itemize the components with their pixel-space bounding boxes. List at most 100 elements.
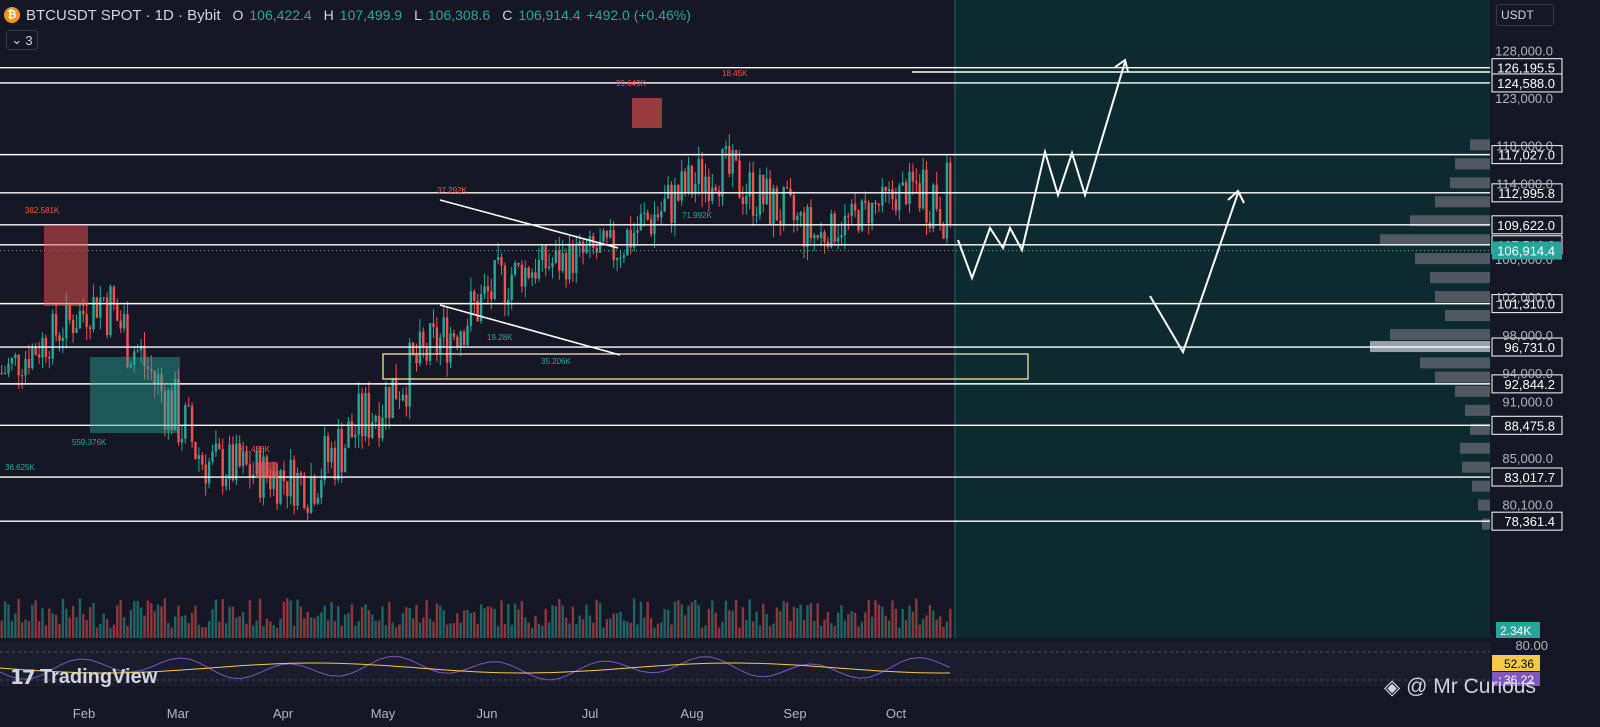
- candle-body: [442, 317, 445, 338]
- candle-body: [394, 377, 398, 400]
- time-axis-label: May: [371, 706, 396, 721]
- volume-bar: [915, 598, 918, 638]
- candle-body: [792, 195, 796, 221]
- candle-body: [561, 253, 564, 271]
- level-price-label: 124,588.0: [1497, 76, 1555, 91]
- candle-body: [571, 243, 575, 273]
- candle-body: [10, 358, 14, 364]
- volume-bar: [65, 608, 68, 638]
- volume-bar: [184, 615, 187, 638]
- volume-bar: [371, 614, 374, 638]
- time-axis-label: Feb: [73, 706, 95, 721]
- volume-bar: [904, 619, 908, 638]
- volume-bar: [870, 616, 874, 638]
- volume-bar: [357, 621, 360, 638]
- level-price-label: 78,361.4: [1504, 514, 1555, 529]
- volume-bar: [201, 627, 204, 638]
- candle-body: [690, 165, 694, 195]
- candle-body: [252, 474, 255, 478]
- volume-bar: [612, 613, 615, 638]
- candle-body: [68, 305, 71, 320]
- volume-bar: [782, 601, 785, 638]
- candle-body: [160, 374, 163, 391]
- volume-bar: [558, 598, 561, 638]
- indicators-toggle[interactable]: ⌄ 3: [6, 30, 38, 50]
- volume-bar: [823, 619, 826, 638]
- candle-body: [7, 363, 10, 374]
- candle-body: [17, 354, 20, 376]
- volume-bar: [626, 621, 629, 638]
- close-value: 106,914.4: [518, 7, 581, 23]
- candle-body: [292, 459, 296, 506]
- candle-body: [401, 394, 405, 401]
- volume-bar: [932, 610, 935, 638]
- symbol-title[interactable]: BTCUSDT SPOT · 1D · Bybit: [26, 6, 221, 24]
- candle-body: [357, 393, 360, 435]
- candle-body: [656, 214, 660, 218]
- volume-bar: [187, 623, 190, 638]
- indicators-count: 3: [25, 32, 33, 48]
- candle-body: [54, 313, 58, 336]
- candle-body: [405, 394, 408, 407]
- price-tick-label: 94,000.0: [1502, 366, 1553, 381]
- tradingview-logo[interactable]: 𝟭𝟳 TradingView: [10, 664, 157, 690]
- candle-body: [632, 232, 636, 248]
- volume-bar: [473, 612, 476, 638]
- volume-bar: [813, 620, 816, 638]
- volume-profile-bar: [1410, 215, 1490, 227]
- candle-body: [745, 196, 748, 204]
- candle-body: [568, 243, 571, 280]
- volume-bar: [843, 620, 847, 638]
- candle-body: [833, 213, 836, 242]
- candle-body: [503, 265, 507, 305]
- volume-bar: [677, 600, 680, 638]
- candle-body: [860, 200, 864, 231]
- candle-body: [391, 377, 394, 418]
- volume-bar: [211, 609, 214, 638]
- volume-bar: [367, 610, 371, 638]
- volume-bar: [105, 619, 109, 638]
- volume-bar: [670, 624, 673, 638]
- volume-bar: [296, 599, 299, 638]
- candle-body: [796, 215, 799, 221]
- candle-body: [306, 507, 309, 513]
- volume-bar: [163, 598, 167, 638]
- volume-bar: [588, 615, 592, 638]
- candle-body: [95, 297, 99, 318]
- candle-body: [643, 212, 646, 214]
- volume-bar: [819, 625, 823, 638]
- volume-bar: [731, 610, 734, 638]
- volume-bar: [279, 618, 282, 638]
- currency-button[interactable]: USDT: [1496, 4, 1554, 26]
- candle-body: [330, 447, 333, 463]
- projection-arrow-head: [1227, 189, 1245, 204]
- volume-bar: [156, 604, 160, 638]
- candle-body: [901, 182, 904, 186]
- level-label-box: [1491, 183, 1563, 203]
- candle-body: [218, 443, 221, 449]
- volume-bar: [456, 613, 459, 638]
- candle-body: [738, 160, 741, 198]
- volume-profile-bar: [1435, 371, 1490, 383]
- volume-bar: [306, 612, 309, 638]
- level-label-box: [1491, 511, 1563, 531]
- volume-bar: [48, 608, 51, 638]
- candle-body: [680, 171, 683, 201]
- candle-body: [275, 470, 279, 504]
- candle-body: [578, 241, 581, 246]
- volume-bar: [231, 606, 235, 638]
- rsi-line: [0, 655, 951, 681]
- candle-body: [898, 185, 901, 211]
- candle-body: [136, 350, 139, 352]
- volume-bar: [530, 627, 534, 638]
- volume-bar: [299, 606, 303, 638]
- time-axis-label: Mar: [167, 706, 190, 721]
- volume-bar: [510, 625, 513, 638]
- candle-body: [483, 286, 486, 294]
- volume-bar: [714, 612, 717, 638]
- volume-profile-bar: [1472, 480, 1490, 492]
- order-block-red: [44, 226, 88, 306]
- candle-body: [619, 257, 622, 259]
- volume-bar: [269, 621, 272, 638]
